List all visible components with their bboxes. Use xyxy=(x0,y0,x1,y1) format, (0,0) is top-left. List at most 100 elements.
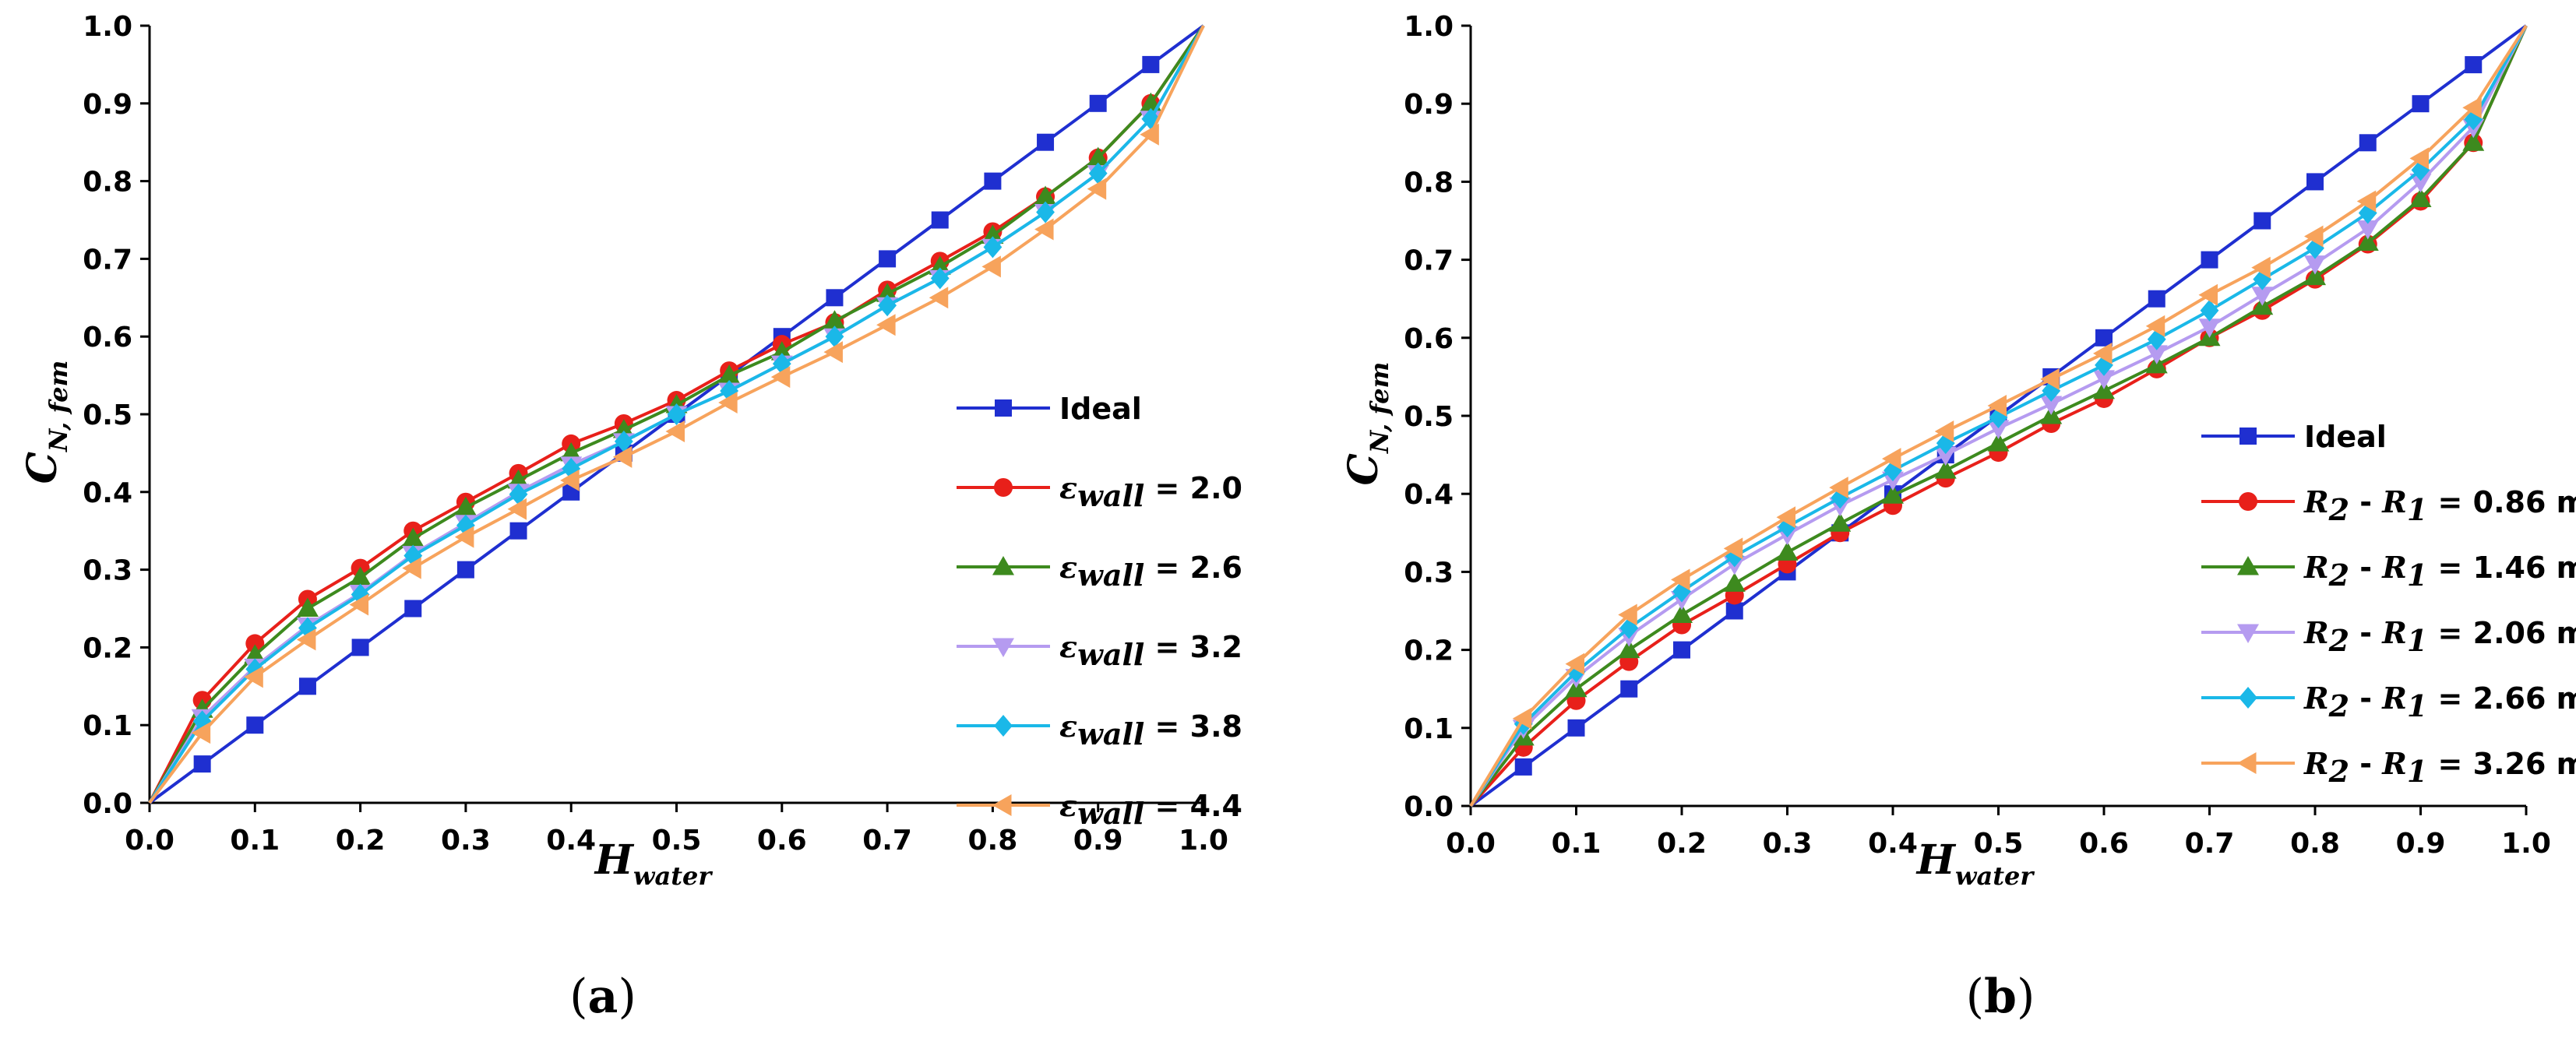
data-point xyxy=(823,310,846,329)
legend-marker xyxy=(2239,428,2257,445)
legend-item: R2 - R1 = 2.66 mm xyxy=(2201,681,2576,723)
data-point xyxy=(876,314,896,336)
data-point xyxy=(246,716,264,734)
data-point xyxy=(2356,220,2379,240)
x-tick-label: 0.9 xyxy=(2396,828,2446,860)
legend-marker xyxy=(994,478,1013,497)
data-point xyxy=(1088,162,1108,185)
data-point xyxy=(1620,680,1638,698)
legend-label: εwall = 2.6 xyxy=(1059,550,1242,593)
y-tick-label: 1.0 xyxy=(1404,11,1454,43)
data-point xyxy=(2306,173,2324,191)
data-point xyxy=(2465,56,2483,74)
data-point xyxy=(2254,212,2271,230)
legend-label: R2 - R1 = 2.66 mm xyxy=(2303,681,2576,723)
x-tick-label: 0.0 xyxy=(1446,828,1496,860)
y-tick-label: 0.6 xyxy=(83,322,132,354)
y-tick-label: 0.0 xyxy=(83,788,132,820)
data-point xyxy=(1987,420,2010,440)
data-point xyxy=(612,418,635,438)
data-point xyxy=(2145,345,2168,364)
data-point xyxy=(2145,315,2165,337)
legend-item: R2 - R1 = 3.26 mm xyxy=(2201,746,2576,789)
data-point xyxy=(1618,639,1640,659)
x-axis-label: Hwater xyxy=(1915,836,2035,891)
legend-label: R2 - R1 = 3.26 mm xyxy=(2303,746,2576,789)
legend-marker xyxy=(995,399,1012,417)
data-point xyxy=(560,469,580,491)
legend-item: R2 - R1 = 1.46 mm xyxy=(2201,550,2576,593)
data-point xyxy=(404,600,422,618)
data-point xyxy=(667,403,686,425)
x-tick-label: 0.3 xyxy=(1763,828,1813,860)
x-tick-label: 0.7 xyxy=(862,825,912,857)
data-point xyxy=(296,597,319,617)
legend-label: R2 - R1 = 1.46 mm xyxy=(2303,550,2576,593)
legend-marker xyxy=(2237,556,2259,575)
data-point xyxy=(876,283,899,302)
data-point xyxy=(1514,758,1532,776)
legend: Ideal εwall = 2.0 εwall = 2.6 εwall = 3.2 εw… xyxy=(957,392,1242,831)
data-point xyxy=(1036,201,1055,223)
data-point xyxy=(718,392,738,414)
chart-panel-b: 0.0 0.1 0.2 0.3 0.4 0.5 0.6 0.7 0.8 0.9 1.0 0.0 0.1 0… xyxy=(1340,11,2576,1024)
x-tick-label: 0.6 xyxy=(2079,828,2129,860)
data-point xyxy=(1618,603,1637,626)
data-point xyxy=(1140,123,1159,146)
data-point xyxy=(244,644,266,663)
data-point xyxy=(193,755,211,773)
x-tick-label: 0.8 xyxy=(968,825,1018,857)
data-point xyxy=(1671,603,1693,624)
panel-caption: (b) xyxy=(1966,969,2035,1024)
y-axis-label: CN, fem xyxy=(19,361,73,484)
data-point xyxy=(2201,251,2218,269)
data-point xyxy=(878,294,897,317)
data-point xyxy=(931,211,949,229)
legend-item: εwall = 2.6 xyxy=(957,550,1242,593)
x-tick-label: 0.0 xyxy=(125,825,174,857)
data-point xyxy=(929,255,951,275)
legend-item: εwall = 4.4 xyxy=(957,788,1242,831)
y-tick-label: 0.4 xyxy=(83,477,132,509)
legend-marker xyxy=(992,638,1014,657)
y-tick-label: 0.0 xyxy=(1404,791,1454,823)
data-point xyxy=(2359,134,2377,152)
series-5 xyxy=(1469,24,2528,808)
data-point xyxy=(1776,506,1795,529)
x-tick-label: 0.2 xyxy=(1657,828,1707,860)
data-point xyxy=(981,224,1004,244)
x-tick-label: 0.9 xyxy=(1073,825,1123,857)
data-point xyxy=(981,255,1001,278)
data-point xyxy=(1882,448,1901,470)
legend-label: R2 - R1 = 0.86 mm xyxy=(2303,484,2576,527)
data-point xyxy=(2040,368,2060,390)
legend-item: Ideal xyxy=(957,392,1142,426)
data-point xyxy=(507,498,527,520)
legend-item: εwall = 3.2 xyxy=(957,629,1242,672)
data-point xyxy=(612,445,633,468)
x-tick-label: 0.8 xyxy=(2290,828,2340,860)
data-point xyxy=(1725,602,1743,620)
data-point xyxy=(2251,256,2271,279)
data-point xyxy=(2148,290,2165,308)
data-point xyxy=(244,666,263,688)
data-point xyxy=(2093,379,2115,399)
y-tick-label: 0.5 xyxy=(83,399,132,431)
data-point xyxy=(826,289,844,307)
data-point xyxy=(402,557,421,579)
data-point xyxy=(1142,55,1160,73)
legend-marker xyxy=(2237,752,2257,774)
y-tick-label: 0.8 xyxy=(83,167,132,199)
data-point xyxy=(1034,218,1054,241)
data-point xyxy=(1723,537,1743,560)
data-point xyxy=(509,522,527,540)
legend-label: εwall = 3.2 xyxy=(1059,629,1242,672)
data-point xyxy=(718,364,741,384)
x-tick-label: 0.4 xyxy=(546,825,596,857)
data-point xyxy=(2409,147,2429,170)
data-point xyxy=(2093,370,2115,389)
data-point xyxy=(930,267,950,290)
x-tick-label: 0.4 xyxy=(1868,828,1918,860)
data-point xyxy=(1829,477,1848,499)
legend-item: εwall = 3.8 xyxy=(957,709,1242,751)
